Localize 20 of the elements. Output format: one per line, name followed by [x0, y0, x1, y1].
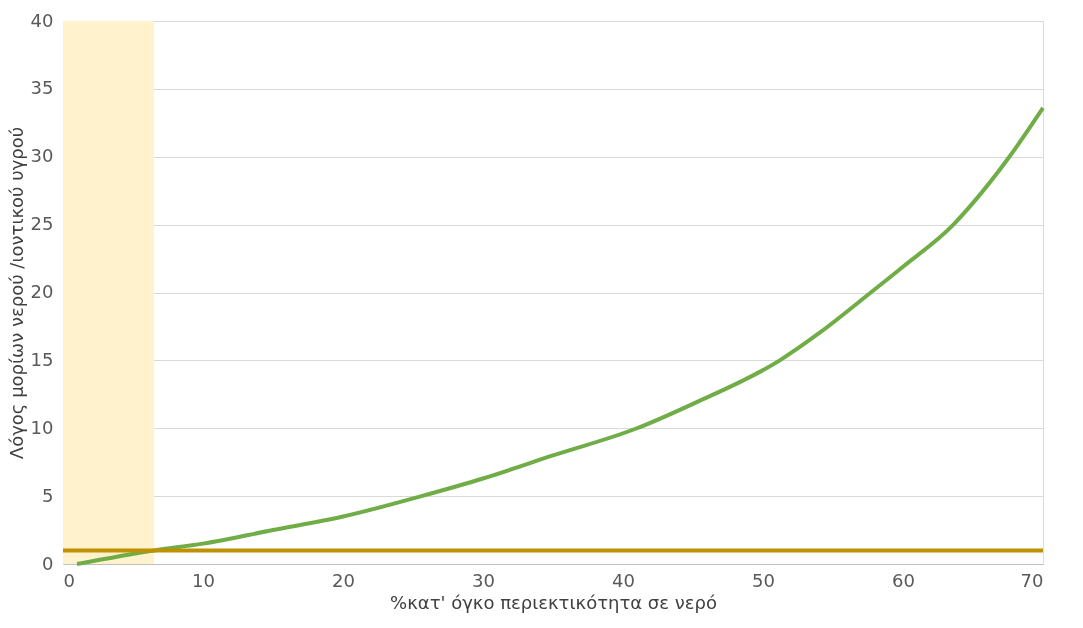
x-tick-label: 60 — [892, 569, 915, 591]
x-axis-title: %κατ' όγκο περιεκτικότητα σε νερό — [390, 591, 717, 613]
y-tick-label: 5 — [42, 484, 54, 506]
y-tick-label: 25 — [30, 213, 54, 235]
x-tick-label: 40 — [612, 569, 635, 591]
x-tick-label: 20 — [332, 569, 355, 591]
y-tick-label: 20 — [30, 281, 54, 302]
x-tick-label: 10 — [192, 569, 215, 591]
y-tick-label: 40 — [30, 9, 54, 31]
x-tick-label: 70 — [1020, 569, 1044, 591]
y-tick-label: 35 — [30, 77, 54, 99]
y-tick-label: 15 — [30, 348, 54, 370]
line-series — [75, 105, 1045, 566]
x-tick-label: 30 — [472, 569, 495, 591]
y-tick-label: 0 — [42, 552, 54, 574]
x-tick-label: 50 — [752, 569, 775, 591]
x-tick-label: 0 — [63, 569, 75, 591]
y-tick-label: 10 — [30, 416, 54, 438]
y-axis-title: Λόγος μορίων νερού /ιοντικού υγρού — [5, 126, 27, 460]
y-tick-label: 30 — [30, 145, 54, 167]
